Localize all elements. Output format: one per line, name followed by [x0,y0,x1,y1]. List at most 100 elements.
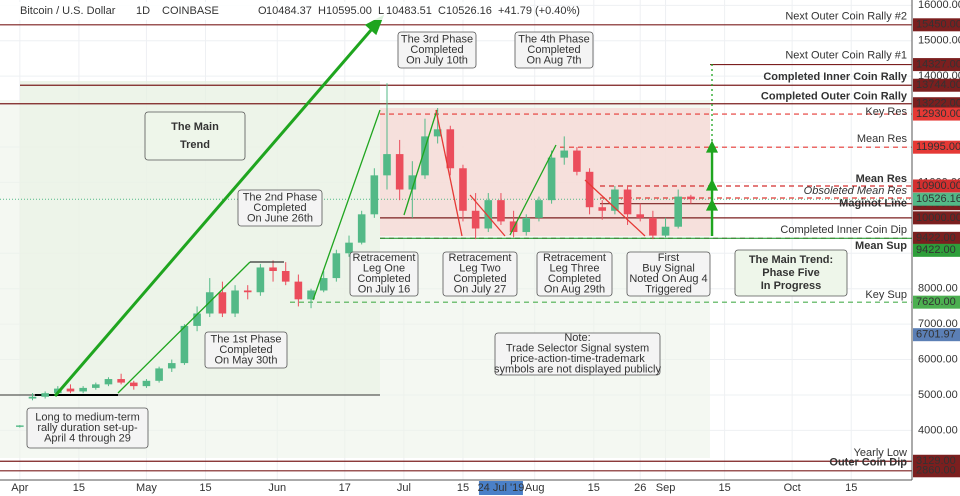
annotation-box [494,332,661,376]
annotation-text: Completed [453,273,506,285]
price-label-bg [913,78,960,92]
annotation-text: Completed [548,273,601,285]
candle-body [598,207,607,211]
candle-body [104,379,113,385]
level-name: Outer Coin Dip [829,457,907,469]
price-label: 3129.00 [916,455,956,467]
candle-body [649,217,657,236]
price-label-bg [913,211,960,225]
annotation-text: April 4 through 29 [44,432,131,444]
candle-body [383,154,391,176]
price-label-bg [913,464,960,478]
annotation-text: The Main [171,121,219,133]
candle-body [623,189,632,215]
levels: Next Outer Coin Rally #2 Next Outer Coin … [0,11,912,472]
annotation-box [626,251,711,297]
annotation-text: Trade Selector Signal system [506,343,649,355]
annotation-text: Long to medium-term [35,411,140,423]
annotation-text: On July 16 [358,284,411,296]
x-tick-label: 15 [73,482,85,494]
candle-body [370,175,379,215]
candle-body [193,313,201,326]
candle-body [294,281,303,300]
candle-body [535,200,543,218]
candle-body [155,368,163,381]
level-name: Completed Outer Coin Rally [761,91,908,103]
level-name: Next Outer Coin Rally #1 [785,49,907,61]
candle-body [205,292,214,314]
candle-body [357,214,366,243]
annotation-text: On Aug 7th [526,54,581,66]
trend-lines [53,14,719,397]
annotation-box [26,407,149,449]
annotation-text: Completed [357,273,410,285]
ohlc-value: 10484.37 [266,5,312,17]
annotation-text: In Progress [761,280,822,292]
price-label: 13744.00 [916,79,960,91]
candle-body [28,396,37,399]
candle-body [446,129,455,169]
annotation-text: Retracement [353,252,416,264]
candle-body [636,214,645,218]
retrace-line [584,179,646,237]
annotation-text: Retracement [543,252,606,264]
annotation-text: Leg Three [550,263,600,275]
price-label-bg [913,192,960,206]
interval: 1D [136,5,150,17]
x-tick-label: 17 [339,482,351,494]
candle-body [319,278,328,291]
x-tick-label: 15 [845,482,857,494]
crosshair-date: 24 Jul '19 [478,482,525,494]
annotation-text: The Main Trend: [749,254,833,266]
candle-body [395,154,404,190]
level-name: Completed Inner Coin Rally [763,71,908,83]
annotation-text: The 2nd Phase [243,191,318,203]
ohlc-key: C [438,5,446,17]
candle-body [471,210,480,229]
y-tick-label: 4000.00 [918,424,958,436]
annotation-box [237,189,323,227]
candle-body [433,129,442,137]
candle-body [585,171,594,208]
level-name: Mean Res [857,133,908,145]
candle-body [180,325,189,364]
annotation-text: The 1st Phase [211,333,282,345]
ohlc-value: 10595.00 [326,5,372,17]
x-tick-label: Jun [268,482,286,494]
annotation-text: Triggered [645,284,692,296]
ohlc-value: +41.79 (+0.40%) [498,5,580,17]
candle-body [497,200,505,222]
annotation-box [397,31,477,69]
level-name: Next Outer Coin Rally #2 [785,11,907,23]
level-name: Key Res [865,106,907,118]
price-label: 9422.00 [916,244,956,256]
annotation-text: On Aug 29th [544,284,605,296]
annotation-text: Retracement [449,252,512,264]
candle-body [231,290,239,314]
level-name: Key Sup [865,289,907,301]
annotation-text: price-action-time-trademark [510,353,645,365]
price-label: 2860.00 [916,465,956,477]
annotation-text: Completed [219,344,272,356]
ohlc-value: 10526.16 [446,5,492,17]
annotation-text: On July 10th [406,54,468,66]
x-tick-label: 15 [457,482,469,494]
annotation-box [536,251,613,297]
ohlc-key: H [318,5,326,17]
annotation-text: Leg One [363,263,405,275]
price-label: 12930.00 [916,108,960,120]
candle-body [66,388,75,392]
candle-body [79,387,87,392]
annotation-box [144,111,246,161]
candle-body [345,242,353,254]
y-tick-label: 6000.00 [918,353,958,365]
phase-line [117,261,251,394]
annotation-text: Completed [253,202,306,214]
candle-body [142,380,151,387]
annotation-box [204,331,288,369]
price-label-bg [913,140,960,154]
annotation-text: First [658,252,679,264]
price-label-bg [913,18,960,32]
annotation-text: Completed [410,44,463,56]
